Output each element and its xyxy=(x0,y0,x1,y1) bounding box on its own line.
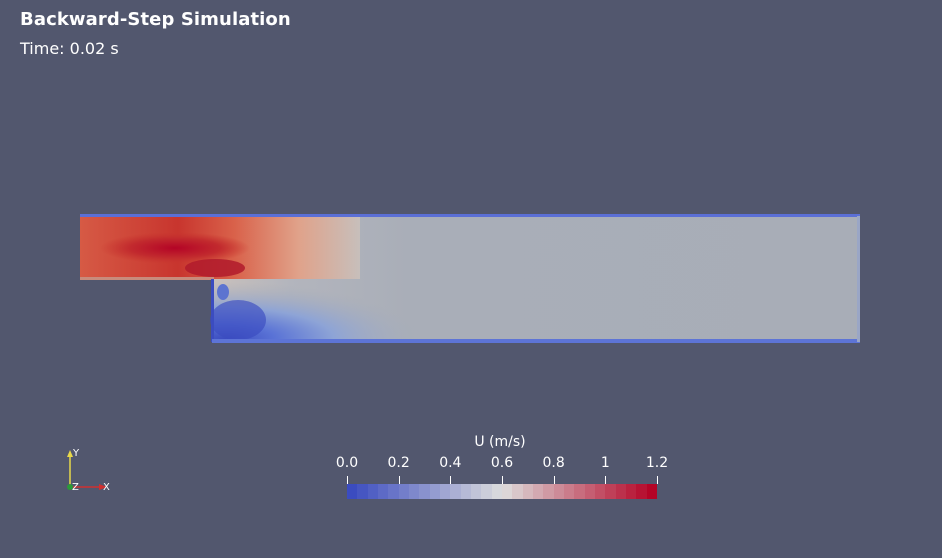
colorbar-swatch xyxy=(636,484,647,499)
colorbar-tick-mark xyxy=(450,476,452,484)
colorbar-swatch xyxy=(594,484,606,499)
colorbar-swatch xyxy=(646,484,657,499)
bottom-wall xyxy=(212,339,860,343)
time-value: 0.02 s xyxy=(69,39,119,58)
colorbar-swatch xyxy=(388,484,399,499)
colorbar-swatch xyxy=(398,484,409,499)
colorbar-swatch xyxy=(429,484,440,499)
colorbar-swatch xyxy=(625,484,637,499)
colorbar-swatch xyxy=(563,484,575,499)
colorbar-swatch xyxy=(512,484,523,499)
colorbar-swatch xyxy=(615,484,626,499)
y-axis-arrow xyxy=(67,450,73,457)
colorbar-swatch xyxy=(491,484,502,499)
jet-core xyxy=(100,232,250,264)
colorbar-swatch xyxy=(481,484,492,499)
colorbar-swatch xyxy=(347,484,358,499)
step-corner-vortex xyxy=(217,284,229,300)
colorbar-tick-mark xyxy=(605,476,607,484)
shear-layer xyxy=(185,259,245,277)
domain-mesh[interactable] xyxy=(80,214,860,343)
colorbar-tick-label: 0.4 xyxy=(439,455,462,471)
colorbar-swatch xyxy=(460,484,471,499)
colorbar-tick-mark xyxy=(347,476,348,484)
z-axis-dot xyxy=(67,484,73,490)
colorbar-tick-label: 1 xyxy=(600,455,610,471)
colorbar-swatch xyxy=(377,484,389,499)
colorbar-tick-label: 0.2 xyxy=(387,455,410,471)
x-axis-label: X xyxy=(103,482,110,493)
y-axis-label: Y xyxy=(72,448,80,459)
x-axis-arrow xyxy=(99,484,107,490)
colorbar-tick-mark xyxy=(657,476,658,484)
scalar-bar[interactable]: U (m/s) 0.0 0.2 0.4 0.6 0.8 1 1.2 xyxy=(320,432,680,504)
colorbar-swatch xyxy=(470,484,482,499)
colorbar-gradient xyxy=(347,484,657,499)
colorbar-swatch xyxy=(584,484,595,499)
outlet-edge xyxy=(857,216,860,342)
colorbar-tick-label: 0.6 xyxy=(490,455,514,471)
time-annotation: Time: 0.02 s xyxy=(20,39,119,58)
colorbar-title: U (m/s) xyxy=(474,434,526,450)
step-wall xyxy=(211,279,214,342)
axes-triad-icon: Y Z X xyxy=(67,448,110,493)
colorbar-swatch xyxy=(522,484,533,499)
colorbar-swatch xyxy=(532,484,544,499)
colorbar-swatch xyxy=(367,484,378,499)
colorbar-swatch xyxy=(419,484,430,499)
colorbar-tick-mark xyxy=(553,476,555,484)
colorbar-tick-mark xyxy=(398,476,400,484)
colorbar-tick-label: 1.2 xyxy=(645,455,669,471)
time-label: Time: xyxy=(20,39,65,58)
colorbar-swatch xyxy=(439,484,451,499)
colorbar-swatch xyxy=(543,484,554,499)
colorbar-swatch xyxy=(501,484,513,499)
z-axis-label: Z xyxy=(72,482,79,493)
colorbar-swatch xyxy=(408,484,420,499)
colorbar-tick-mark xyxy=(502,476,503,484)
colorbar-swatch xyxy=(574,484,585,499)
colorbar-tick-label: 0.8 xyxy=(542,455,565,471)
colorbar-swatch xyxy=(605,484,616,499)
top-wall xyxy=(80,214,860,217)
recirculation-core xyxy=(210,300,266,340)
colorbar-swatch xyxy=(450,484,461,499)
inlet-bottom-wall xyxy=(80,277,214,280)
colorbar-swatch xyxy=(553,484,564,499)
colorbar-swatch xyxy=(357,484,368,499)
colorbar-tick-label: 0.0 xyxy=(335,455,359,471)
simulation-title: Backward-Step Simulation xyxy=(20,9,291,30)
orientation-axes: Y Z X xyxy=(62,446,114,496)
